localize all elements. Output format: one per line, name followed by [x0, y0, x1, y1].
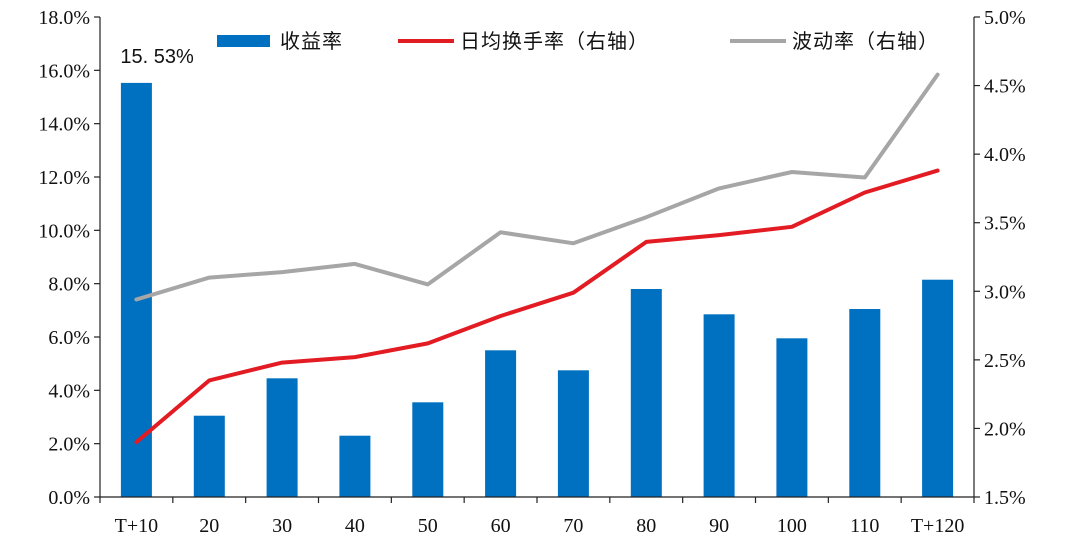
bar-80 [630, 289, 662, 497]
bar-100 [776, 338, 808, 497]
axes-layer [94, 16, 980, 503]
left-tick-label: 12.0% [38, 167, 90, 189]
bar-20 [193, 415, 225, 497]
legend-label: 波动率（右轴） [792, 29, 939, 53]
bar-t120 [922, 279, 954, 497]
left-tick-label: 6.0% [48, 327, 90, 349]
volatility-line [134, 72, 940, 302]
x-tick-label: 100 [777, 515, 807, 537]
data-label: 15. 53% [120, 46, 194, 68]
bar-50 [412, 402, 444, 497]
legend: 收益率 日均换手率（右轴） 波动率（右轴） [217, 29, 939, 53]
x-tick-label: T+10 [115, 515, 159, 537]
right-tick-label: 4.5% [984, 76, 1026, 98]
left-tick-label: 18.0% [38, 7, 90, 29]
x-tick-label: 60 [491, 515, 511, 537]
left-tick-label: 0.0% [48, 487, 90, 509]
right-tick-label: 2.5% [984, 350, 1026, 372]
legend-label: 收益率 [280, 29, 343, 53]
legend-label: 日均换手率（右轴） [460, 29, 649, 53]
labels-layer: 0.0% 2.0% 4.0% 6.0% 8.0% 10.0% 12.0% 14.0% 16.0%… [38, 7, 1025, 537]
x-tick-label: 70 [563, 515, 583, 537]
turnover-rate-line [134, 168, 940, 445]
left-tick-label: 16.0% [38, 60, 90, 82]
right-tick-label: 3.5% [984, 213, 1026, 235]
right-tick-label: 5.0% [984, 7, 1026, 29]
legend-swatch-returns [217, 35, 270, 47]
x-tick-label: 90 [709, 515, 729, 537]
x-tick-label: 50 [418, 515, 438, 537]
x-tick-label: 30 [272, 515, 292, 537]
right-tick-label: 4.0% [984, 144, 1026, 166]
left-tick-label: 8.0% [48, 274, 90, 296]
bar-60 [485, 350, 517, 497]
left-tick-label: 10.0% [38, 220, 90, 242]
bars-layer [120, 82, 954, 498]
bar-30 [266, 378, 298, 497]
left-tick-label: 14.0% [38, 114, 90, 136]
right-tick-label: 2.0% [984, 418, 1026, 440]
x-tick-label: 20 [199, 515, 219, 537]
left-tick-label: 4.0% [48, 380, 90, 402]
x-tick-label: 110 [850, 515, 879, 537]
bar-40 [339, 435, 371, 497]
left-tick-label: 2.0% [48, 434, 90, 456]
x-tick-label: T+120 [911, 515, 965, 537]
bar-t10 [120, 82, 152, 498]
right-tick-label: 1.5% [984, 487, 1026, 509]
lines-layer [134, 72, 940, 445]
bar-90 [703, 314, 735, 497]
bar-70 [557, 370, 589, 497]
x-tick-label: 40 [345, 515, 365, 537]
x-tick-label: 80 [636, 515, 656, 537]
bar-110 [849, 309, 881, 497]
right-tick-label: 3.0% [984, 281, 1026, 303]
